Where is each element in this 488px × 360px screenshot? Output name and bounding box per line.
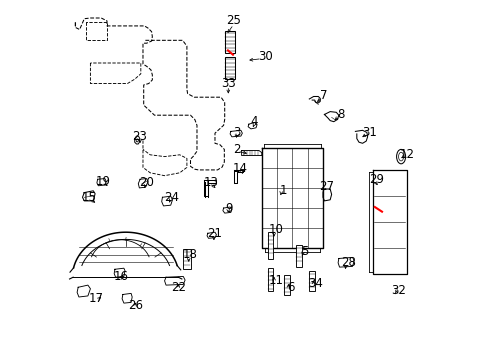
Text: 25: 25 (226, 14, 241, 27)
Text: 29: 29 (369, 173, 384, 186)
Bar (308, 271, 315, 291)
Bar (267, 268, 273, 291)
Text: 26: 26 (128, 299, 143, 312)
Text: 32: 32 (390, 284, 405, 297)
Text: 13: 13 (203, 176, 218, 189)
Text: 19: 19 (96, 175, 111, 188)
Text: 11: 11 (268, 274, 283, 287)
Text: 12: 12 (399, 148, 414, 161)
Text: 15: 15 (81, 191, 96, 204)
Bar (267, 232, 273, 259)
Text: 8: 8 (337, 108, 344, 121)
Text: 31: 31 (362, 126, 376, 139)
Bar (183, 249, 190, 269)
Ellipse shape (398, 152, 403, 161)
Text: 28: 28 (340, 256, 355, 269)
Ellipse shape (396, 149, 405, 164)
Text: 16: 16 (114, 270, 129, 283)
Text: 33: 33 (221, 77, 235, 90)
Text: 30: 30 (258, 50, 272, 63)
Bar (224, 57, 235, 79)
Text: 7: 7 (319, 89, 327, 102)
Text: 18: 18 (182, 248, 197, 261)
Text: 21: 21 (207, 227, 222, 240)
Bar (284, 275, 289, 295)
Text: 6: 6 (286, 281, 294, 294)
Text: 3: 3 (232, 126, 240, 139)
Bar (295, 245, 302, 267)
Text: 27: 27 (319, 180, 333, 193)
Text: 17: 17 (88, 292, 103, 305)
Bar (224, 31, 235, 53)
Text: 20: 20 (139, 176, 154, 189)
Text: 23: 23 (132, 130, 146, 143)
Text: 34: 34 (308, 277, 323, 290)
Text: 24: 24 (164, 191, 179, 204)
Ellipse shape (136, 139, 138, 142)
Text: 5: 5 (301, 245, 308, 258)
Text: 2: 2 (232, 143, 240, 156)
Text: 1: 1 (279, 184, 286, 197)
Text: 4: 4 (250, 115, 258, 128)
Text: 9: 9 (225, 202, 233, 215)
Text: 10: 10 (268, 223, 283, 236)
Text: 22: 22 (171, 281, 186, 294)
Text: 14: 14 (232, 162, 247, 175)
